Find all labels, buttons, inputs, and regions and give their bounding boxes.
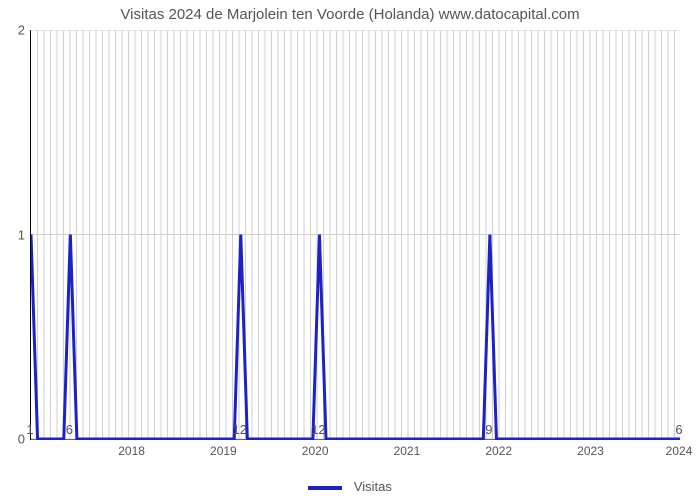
legend-label: Visitas [354,479,392,494]
data-point-label: 12 [311,422,325,437]
data-point-label: 12 [233,422,247,437]
x-year-label: 2018 [118,444,145,458]
data-point-label: 6 [66,422,73,437]
chart-title: Visitas 2024 de Marjolein ten Voorde (Ho… [0,6,700,23]
y-tick-label: 0 [3,432,25,447]
plot-svg [31,30,681,440]
plot-area [30,30,680,440]
chart-container: Visitas 2024 de Marjolein ten Voorde (Ho… [0,0,700,500]
data-point-label: 1 [26,422,33,437]
x-year-label: 2020 [302,444,329,458]
x-year-label: 2024 [666,444,693,458]
data-point-label: 9 [485,422,492,437]
x-year-label: 2023 [577,444,604,458]
x-year-label: 2021 [394,444,421,458]
x-year-label: 2019 [210,444,237,458]
data-point-label: 6 [675,422,682,437]
x-year-label: 2022 [485,444,512,458]
y-tick-label: 1 [3,227,25,242]
legend: Visitas [0,479,700,494]
legend-swatch [308,486,342,490]
y-tick-label: 2 [3,23,25,38]
